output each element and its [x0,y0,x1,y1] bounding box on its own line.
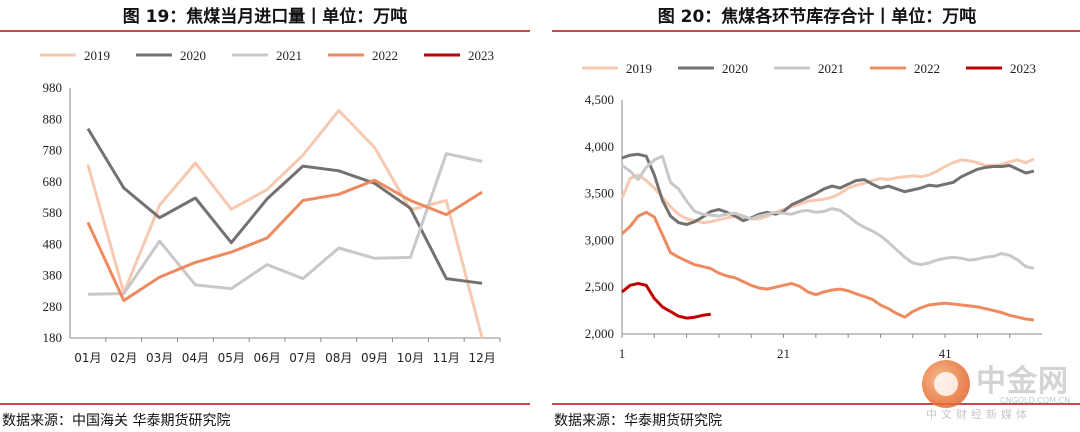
series-line-2019 [620,157,1035,225]
x-tick-label: 05月 [218,351,245,365]
legend-label-2020: 2020 [180,48,206,63]
legend-label-2023: 2023 [1010,61,1036,76]
legend-label-2019: 2019 [84,48,110,63]
x-tick-label: 41 [939,346,952,361]
x-tick-label: 02月 [110,351,137,365]
source-note: 数据来源：华泰期货研究院 [554,413,722,429]
y-tick-label: 280 [43,299,63,314]
y-tick-label: 580 [43,205,63,220]
y-tick-label: 2,500 [585,279,614,294]
legend-label-2020: 2020 [722,61,748,76]
series-line-2023 [621,282,711,320]
y-tick-label: 980 [43,80,63,95]
series-line-2021 [621,154,1035,270]
y-tick-label: 880 [43,111,63,126]
y-tick-label: 4,000 [585,139,614,154]
y-tick-label: 180 [43,330,63,345]
series-line-2022 [620,210,1035,322]
x-tick-label: 1 [619,346,626,361]
y-tick-label: 2,000 [585,326,614,341]
imports-line-chart: 2019 2020 2021 2022 2023 180 280 380 480 580 680 78… [40,48,501,365]
x-tick-label: 09月 [361,351,388,365]
source-note: 数据来源：中国海关 华泰期货研究院 [2,413,231,429]
watermark-domain: CNGOLD.COM.CN [1000,396,1071,405]
y-tick-label: 480 [43,236,63,251]
y-tick-label: 380 [43,268,63,283]
inventory-line-chart: 2019 2020 2021 2022 2023 2,000 2,500 3,000 3,500… [582,61,1042,361]
series-line-2019 [86,109,484,339]
legend-label-2021: 2021 [818,61,844,76]
x-tick-label: 08月 [325,351,352,365]
chart-title: 图 20：焦煤各环节库存合计丨单位：万吨 [657,7,977,27]
series-line-2020 [86,127,483,285]
cngold-watermark: 中金网 CNGOLD.COM.CN 中文财经新媒体 [918,356,1078,421]
watermark-name: 中金网 [976,364,1069,399]
legend-label-2023: 2023 [468,48,494,63]
source-rule [552,403,1080,405]
x-tick-label: 10月 [397,351,424,365]
legend-label-2022: 2022 [372,48,398,63]
title-rule [0,30,530,32]
chart-panel-inventory: 图 20：焦煤各环节库存合计丨单位：万吨 2019 2020 2021 2022 202… [552,0,1080,432]
y-tick-label: 3,500 [585,186,614,201]
x-tick-label: 12月 [468,351,495,365]
chart-title: 图 19：焦煤当月进口量丨单位：万吨 [122,7,408,27]
legend-label-2019: 2019 [626,61,652,76]
x-tick-label: 21 [777,346,790,361]
series-line-2022 [86,178,483,302]
legend-label-2021: 2021 [276,48,302,63]
watermark-subtitle: 中文财经新媒体 [926,408,1031,421]
source-rule [0,403,530,405]
series-line-2020 [621,152,1035,226]
x-tick-label: 07月 [289,351,316,365]
x-tick-label: 03月 [146,351,173,365]
chart-panel-imports: 图 19：焦煤当月进口量丨单位：万吨 2019 2020 2021 2022 2023 1… [0,0,530,432]
cngold-logo-inner [934,372,958,396]
y-tick-label: 4,500 [585,92,614,107]
title-rule [552,30,1080,32]
y-tick-label: 680 [43,174,63,189]
y-tick-label: 780 [43,143,63,158]
x-tick-label: 01月 [74,351,101,365]
y-tick-label: 3,000 [585,232,614,247]
series-line-2021 [87,152,483,296]
x-tick-label: 06月 [253,351,280,365]
legend-label-2022: 2022 [914,61,940,76]
x-tick-label: 04月 [182,351,209,365]
x-tick-label: 11月 [433,351,460,365]
